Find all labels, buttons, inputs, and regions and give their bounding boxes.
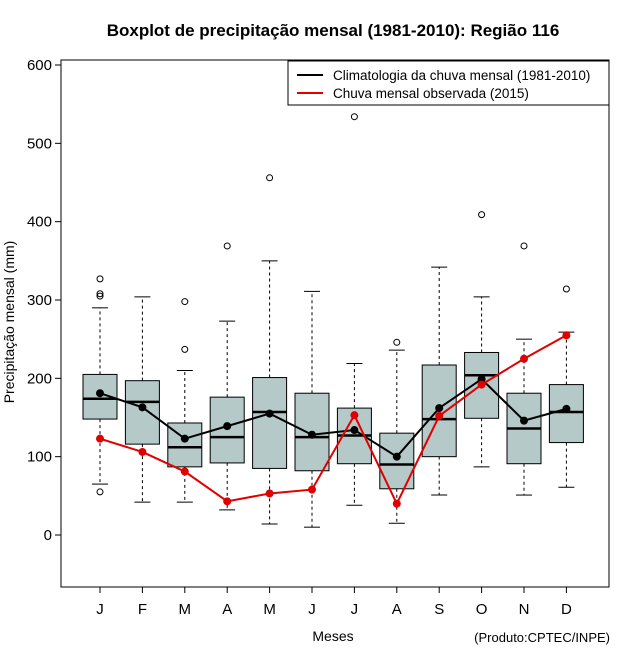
outlier-point	[181, 298, 189, 306]
legend-box	[287, 60, 610, 106]
x-tick-label: J	[351, 601, 359, 618]
y-tick-label: 0	[44, 527, 52, 544]
x-tick-label: A	[222, 601, 232, 618]
outlier-point	[520, 242, 528, 250]
x-axis-label: Meses	[312, 628, 353, 644]
y-tick-label: 500	[27, 135, 52, 152]
x-tick-label: A	[392, 601, 402, 618]
series-point-1	[138, 403, 147, 412]
series-point-2	[223, 497, 232, 506]
iqr-box	[252, 377, 288, 469]
y-tick-label: 300	[27, 292, 52, 309]
box-11	[506, 242, 542, 496]
box-8	[379, 338, 415, 524]
x-tick-label: O	[476, 601, 488, 618]
box-7	[336, 113, 372, 506]
box-12	[548, 285, 584, 488]
series-point-2	[562, 331, 571, 340]
box-4	[209, 242, 245, 511]
outlier-point	[562, 285, 570, 293]
series-point-2	[180, 467, 189, 476]
chart-title: Boxplot de precipitação mensal (1981-201…	[107, 21, 560, 40]
y-tick-label: 400	[27, 214, 52, 231]
series-point-1	[392, 452, 401, 461]
outlier-point	[96, 292, 104, 300]
series-point-2	[392, 499, 401, 508]
box-5	[252, 174, 288, 525]
series-line-1	[99, 377, 567, 458]
series-point-2	[520, 354, 528, 363]
box-1	[82, 275, 118, 496]
box-2	[124, 296, 160, 503]
series-point-2	[308, 485, 316, 494]
x-tick-label: N	[519, 601, 530, 618]
legend-label-1: Climatologia da chuva mensal (1981-2010)	[333, 68, 590, 83]
iqr-box	[124, 380, 160, 445]
plot-frame	[60, 59, 610, 588]
series-point-1	[435, 404, 444, 413]
iqr-box	[548, 384, 584, 444]
series-point-1	[350, 426, 359, 435]
outlier-point	[223, 242, 231, 250]
series-point-1	[180, 434, 189, 443]
credit-text: (Produto:CPTEC/INPE)	[474, 630, 610, 645]
y-axis-label: Precipitação mensal (mm)	[1, 241, 17, 404]
box-9	[421, 266, 457, 496]
series-point-1	[477, 375, 486, 384]
series-point-2	[138, 447, 147, 456]
series-group	[96, 331, 571, 508]
x-tick-label: S	[434, 601, 444, 618]
legend: Climatologia da chuva mensal (1981-2010)…	[287, 60, 610, 106]
box-group	[82, 113, 584, 528]
outlier-point	[181, 345, 189, 353]
series-point-2	[350, 411, 359, 420]
box-10	[464, 211, 500, 468]
series-point-1	[520, 416, 528, 425]
outlier-point	[96, 488, 104, 496]
outlier-point	[478, 211, 486, 219]
series-point-1	[562, 404, 571, 413]
x-tick-label: J	[308, 601, 316, 618]
outlier-point	[96, 275, 104, 283]
y-axis: 0 100 200 300 400 500 600	[27, 57, 61, 544]
legend-label-2: Chuva mensal observada (2015)	[333, 86, 529, 101]
series-line-2	[99, 334, 567, 506]
y-tick-label: 600	[27, 57, 52, 74]
series-point-2	[265, 489, 274, 498]
outlier-point	[350, 113, 358, 121]
series-point-1	[265, 409, 274, 418]
x-tick-label: D	[561, 601, 572, 618]
series-point-1	[308, 430, 316, 439]
x-tick-label: M	[179, 601, 192, 618]
y-tick-label: 100	[27, 449, 52, 466]
outlier-point	[96, 290, 104, 298]
x-tick-label: F	[138, 601, 147, 618]
y-tick-label: 200	[27, 370, 52, 387]
series-point-1	[223, 422, 232, 431]
series-point-1	[96, 389, 104, 398]
series-point-2	[96, 434, 104, 443]
x-tick-label: J	[96, 601, 104, 618]
series-point-2	[477, 380, 486, 389]
outlier-point	[393, 338, 401, 346]
x-tick-label: M	[263, 601, 276, 618]
outlier-point	[266, 174, 274, 182]
series-point-2	[435, 411, 444, 420]
